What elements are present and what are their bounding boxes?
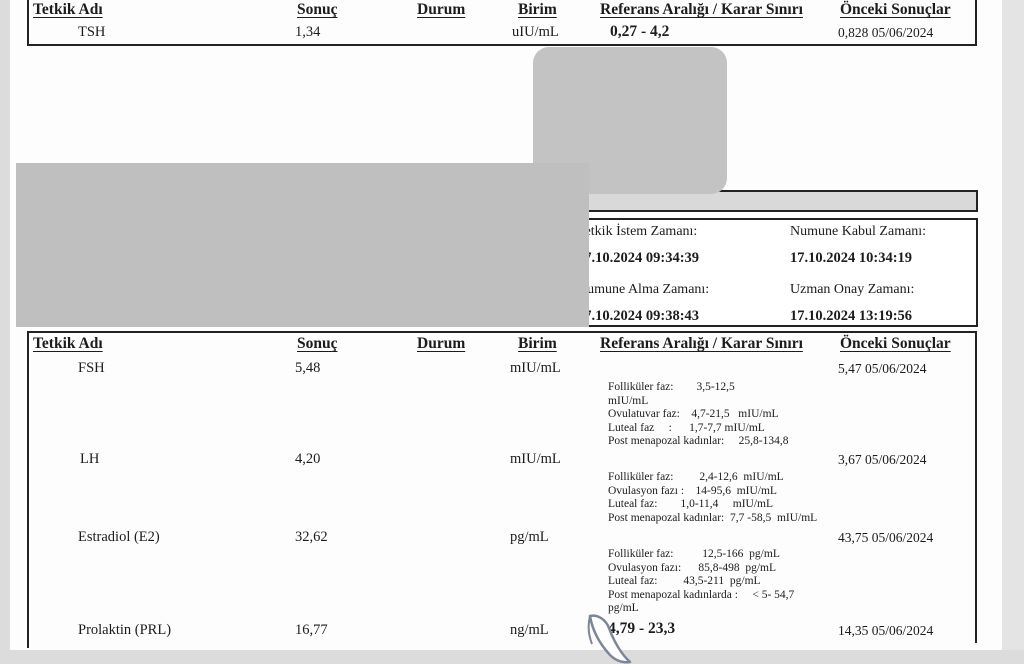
test-name-fsh: FSH — [78, 360, 105, 376]
accept-time-value: 17.10.2024 10:34:19 — [790, 250, 913, 266]
column-header-result: Sonuç — [297, 1, 338, 18]
reference-range-estradiol: Folliküler faz: 12,5-166 pg/mL Ovulasyon … — [608, 548, 795, 614]
main-table-border-top — [27, 331, 977, 333]
test-name-tsh: TSH — [78, 24, 106, 40]
sample-time-label: Numune Alma Zamanı: — [577, 282, 710, 297]
test-result-fsh: 5,48 — [295, 360, 321, 376]
test-name-lh: LH — [80, 451, 100, 467]
column-header-status: Durum — [417, 1, 466, 18]
accept-time-label: Numune Kabul Zamanı: — [790, 224, 927, 239]
top-table-border-right — [975, 0, 977, 44]
page-edge-right — [1002, 0, 1024, 664]
test-reference-prolaktin: 4,79 - 23,3 — [608, 620, 676, 637]
test-name-estradiol: Estradiol (E2) — [78, 529, 160, 545]
test-unit-lh: mIU/mL — [510, 451, 561, 467]
request-time-label: Tetkik İstem Zamanı: — [577, 224, 698, 239]
page-edge-left — [0, 0, 10, 664]
column-header-unit-2: Birim — [518, 335, 557, 352]
test-result-prolaktin: 16,77 — [295, 622, 328, 638]
page-edge-bottom — [0, 650, 1024, 664]
approve-time-value: 17.10.2024 13:19:56 — [790, 308, 913, 324]
test-result-lh: 4,20 — [295, 451, 321, 467]
cursor-doodle-icon — [587, 614, 632, 664]
top-table-border-bottom — [27, 44, 977, 46]
test-previous-lh: 3,67 05/06/2024 — [838, 452, 927, 467]
column-header-previous-2: Önceki Sonuçlar — [840, 335, 951, 352]
test-previous-estradiol: 43,75 05/06/2024 — [838, 530, 934, 545]
timestamps-panel — [560, 218, 978, 327]
approve-time-label: Uzman Onay Zamanı: — [790, 282, 915, 297]
column-header-reference-2: Referans Aralığı / Karar Sınırı — [600, 335, 803, 352]
reference-range-fsh: Folliküler faz: 3,5-12,5 mIU/mL Ovulatuvar… — [608, 381, 789, 447]
reference-range-lh: Folliküler faz: 2,4-12,6 mIU/mL Ovulasyon… — [608, 471, 818, 524]
column-header-reference: Referans Aralığı / Karar Sınırı — [600, 1, 803, 18]
column-header-unit: Birim — [518, 1, 557, 18]
test-previous-fsh: 5,47 05/06/2024 — [838, 361, 927, 376]
column-header-name: Tetkik Adı — [33, 1, 103, 18]
test-name-prolaktin: Prolaktin (PRL) — [78, 622, 172, 638]
test-unit-estradiol: pg/mL — [510, 529, 549, 545]
main-table-border-right — [975, 331, 977, 643]
redaction-box-large — [16, 163, 589, 327]
main-table-border-left — [27, 331, 29, 648]
test-unit-prolaktin: ng/mL — [510, 622, 549, 638]
sample-time-value: 17.10.2024 09:38:43 — [577, 308, 700, 324]
column-header-name-2: Tetkik Adı — [33, 335, 103, 352]
column-header-previous: Önceki Sonuçlar — [840, 1, 951, 18]
column-header-result-2: Sonuç — [297, 335, 338, 352]
column-header-status-2: Durum — [417, 335, 466, 352]
test-result-tsh: 1,34 — [295, 24, 321, 40]
test-reference-tsh: 0,27 - 4,2 — [610, 23, 670, 40]
test-previous-prolaktin: 14,35 05/06/2024 — [838, 623, 934, 638]
test-previous-tsh: 0,828 05/06/2024 — [838, 25, 934, 40]
test-unit-fsh: mIU/mL — [510, 360, 561, 376]
test-unit-tsh: uIU/mL — [512, 24, 559, 40]
test-result-estradiol: 32,62 — [295, 529, 328, 545]
top-table-border-left — [27, 0, 29, 44]
request-time-value: 17.10.2024 09:34:39 — [577, 250, 700, 266]
